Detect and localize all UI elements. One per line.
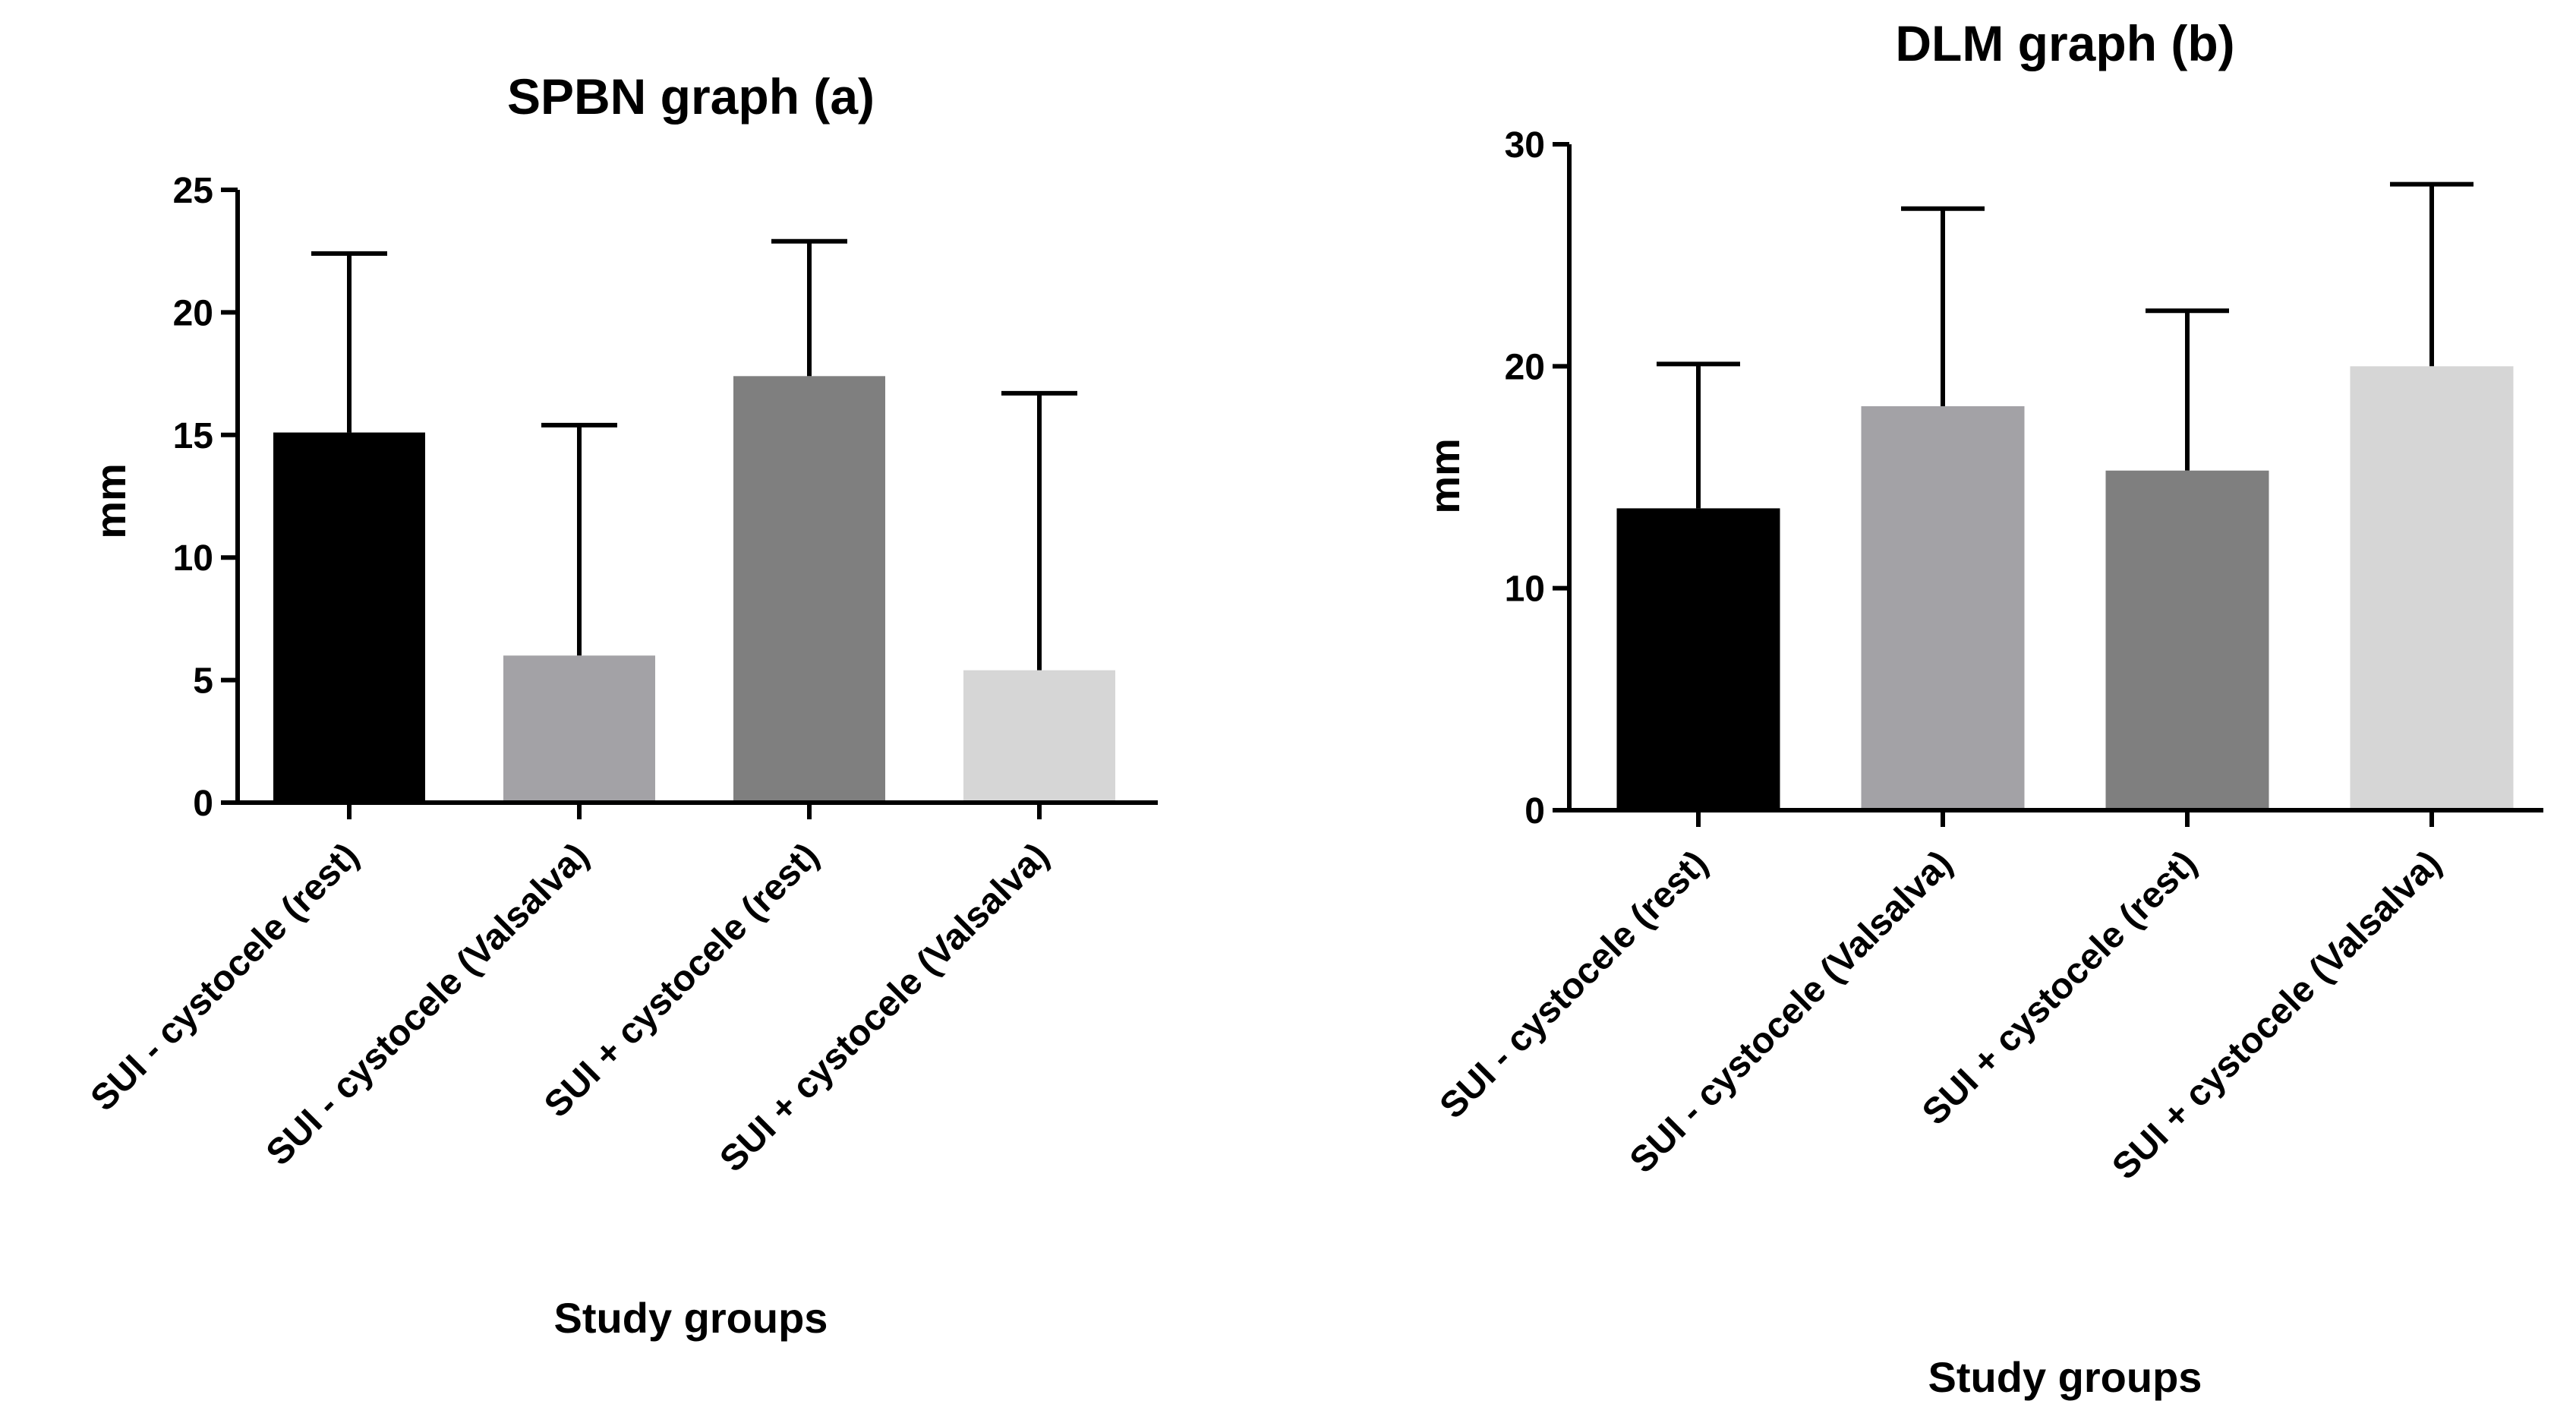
chart-title: DLM graph (b) <box>1895 15 2234 71</box>
y-tick-label: 20 <box>173 293 213 333</box>
x-tick-label: SUI + cystocele (rest) <box>1915 843 2205 1133</box>
y-tick-label: 0 <box>1524 791 1545 831</box>
y-tick-label: 5 <box>193 661 213 702</box>
y-axis-label: mm <box>1420 438 1468 514</box>
x-tick-label: SUI - cystocele (rest) <box>84 835 367 1119</box>
y-tick-label: 30 <box>1505 125 1545 166</box>
y-tick-label: 20 <box>1505 347 1545 387</box>
y-tick-label: 0 <box>193 784 213 824</box>
y-tick-label: 10 <box>173 538 213 579</box>
y-tick-label: 10 <box>1505 570 1545 610</box>
bar <box>273 432 425 803</box>
bar <box>963 670 1115 803</box>
bar <box>2350 366 2514 810</box>
bar <box>733 376 885 803</box>
chart-spbn: SPBN graph (a) mm Study groups 0 5 10 15 20 2… <box>84 68 1158 1342</box>
y-axis-label: mm <box>87 463 134 539</box>
bar <box>503 655 655 803</box>
y-tick-label: 25 <box>173 171 213 211</box>
bar <box>1861 405 2025 810</box>
chart-dlm: DLM graph (b) mm Study groups 0 10 20 30 SUI… <box>1420 15 2543 1401</box>
x-axis-label: Study groups <box>554 1294 828 1342</box>
chart-title: SPBN graph (a) <box>507 68 875 125</box>
bar <box>1616 508 1780 810</box>
x-axis-label: Study groups <box>1928 1353 2202 1401</box>
bar <box>2105 470 2269 810</box>
y-tick-label: 15 <box>173 416 213 456</box>
x-tick-label: SUI - cystocele (rest) <box>1433 843 1716 1126</box>
